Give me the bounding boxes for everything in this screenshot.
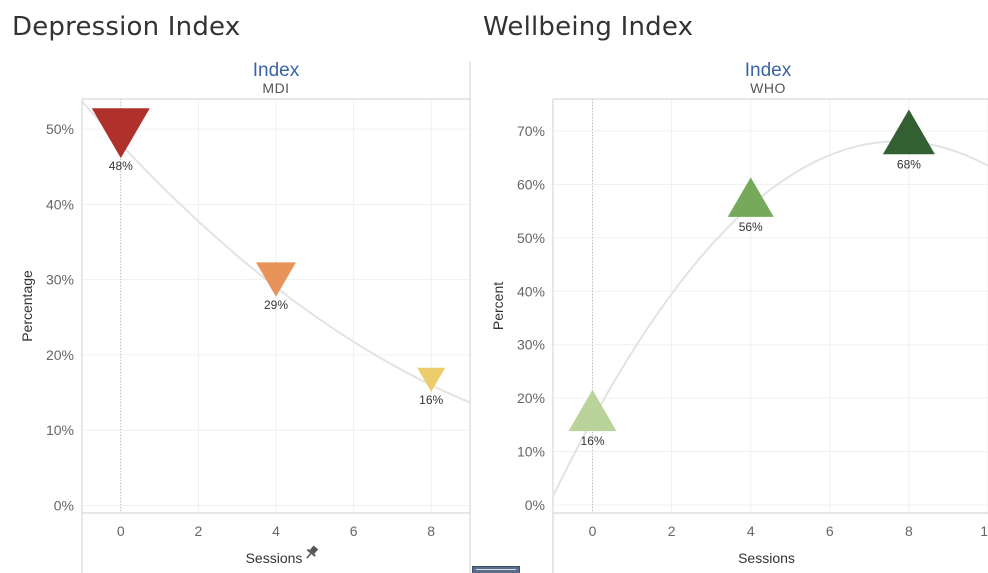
mdi-ytick-label: 10% bbox=[46, 422, 74, 438]
mdi-point-label: 16% bbox=[419, 393, 443, 407]
who-ytick-label: 20% bbox=[517, 390, 545, 406]
who-ytick-label: 40% bbox=[517, 283, 545, 299]
who-xtick-label: 0 bbox=[589, 523, 597, 539]
mdi-xtick-label: 2 bbox=[195, 523, 203, 539]
who-header-index: Index bbox=[745, 60, 792, 81]
who-xtick-label: 6 bbox=[826, 523, 834, 539]
mdi-point-label: 48% bbox=[109, 159, 133, 173]
mdi-trend-line bbox=[81, 100, 471, 404]
who-xtick-label: 2 bbox=[668, 523, 676, 539]
mdi-ytick-label: 0% bbox=[54, 497, 74, 513]
pin-icon[interactable] bbox=[303, 544, 320, 561]
mdi-header-index: Index bbox=[253, 60, 300, 81]
pin-icon-needle bbox=[306, 553, 312, 559]
who-xtick-label: 8 bbox=[905, 523, 913, 539]
mdi-ytick-label: 20% bbox=[46, 347, 74, 363]
who-ytick-label: 30% bbox=[517, 337, 545, 353]
who-trend-line bbox=[552, 140, 988, 497]
wellbeing-index-title: Wellbeing Index bbox=[483, 12, 694, 42]
mdi-xlabel: Sessions bbox=[246, 550, 303, 566]
who-point-label: 16% bbox=[581, 434, 605, 448]
depression-index-title: Depression Index bbox=[12, 12, 241, 42]
who-xtick-label: 10 bbox=[980, 523, 988, 539]
who-point-marker bbox=[568, 389, 617, 432]
pin-icon-collar bbox=[306, 548, 316, 557]
mdi-point-marker bbox=[417, 367, 446, 392]
who-xlabel: Sessions bbox=[738, 550, 795, 566]
pin-icon-head bbox=[309, 545, 319, 554]
mdi-xtick-label: 0 bbox=[117, 523, 125, 539]
mdi-xtick-label: 8 bbox=[427, 523, 435, 539]
who-subheader: WHO bbox=[750, 80, 786, 96]
sheet-tab-handle[interactable] bbox=[472, 566, 520, 573]
mdi-ytick-label: 50% bbox=[46, 121, 74, 137]
mdi-ylabel: Percentage bbox=[19, 270, 35, 342]
mdi-point-marker bbox=[256, 262, 296, 297]
mdi-xtick-label: 4 bbox=[272, 523, 280, 539]
who-ytick-label: 10% bbox=[517, 444, 545, 460]
mdi-subheader: MDI bbox=[262, 80, 289, 96]
mdi-point-marker bbox=[91, 108, 150, 159]
who-ytick-label: 0% bbox=[525, 497, 545, 513]
who-point-marker bbox=[882, 109, 935, 155]
who-ylabel: Percent bbox=[490, 282, 506, 330]
who-point-label: 68% bbox=[897, 157, 921, 171]
who-point-label: 56% bbox=[739, 220, 763, 234]
who-ytick-label: 70% bbox=[517, 123, 545, 139]
mdi-ytick-label: 40% bbox=[46, 196, 74, 212]
mdi-ytick-label: 30% bbox=[46, 272, 74, 288]
mdi-xtick-label: 6 bbox=[350, 523, 358, 539]
who-ytick-label: 60% bbox=[517, 176, 545, 192]
mdi-point-label: 29% bbox=[264, 298, 288, 312]
who-xtick-label: 4 bbox=[747, 523, 755, 539]
who-ytick-label: 50% bbox=[517, 230, 545, 246]
who-point-marker bbox=[727, 177, 774, 217]
